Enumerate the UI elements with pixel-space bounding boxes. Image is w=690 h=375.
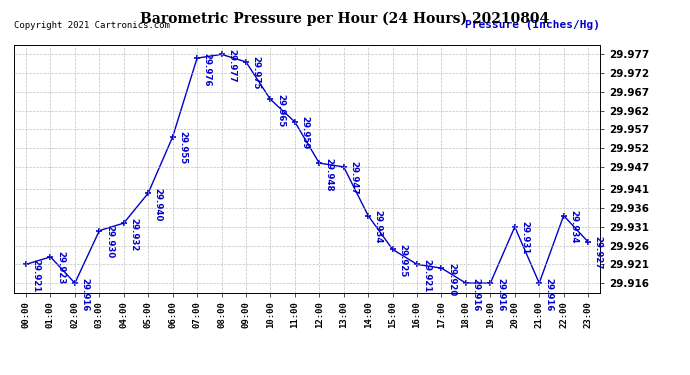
Text: Pressure (Inches/Hg): Pressure (Inches/Hg) [465, 20, 600, 30]
Text: 29.948: 29.948 [325, 158, 334, 191]
Text: 29.916: 29.916 [81, 278, 90, 311]
Text: 29.925: 29.925 [398, 244, 407, 277]
Text: 29.921: 29.921 [32, 259, 41, 292]
Text: 29.934: 29.934 [374, 210, 383, 244]
Text: 29.931: 29.931 [520, 221, 529, 255]
Text: 29.976: 29.976 [203, 53, 212, 86]
Text: 29.930: 29.930 [105, 225, 114, 258]
Text: 29.923: 29.923 [56, 251, 65, 285]
Text: 29.965: 29.965 [276, 94, 285, 127]
Text: 29.916: 29.916 [496, 278, 505, 311]
Text: 29.959: 29.959 [300, 116, 309, 150]
Text: 29.975: 29.975 [252, 56, 261, 90]
Text: 29.916: 29.916 [471, 278, 480, 311]
Text: Barometric Pressure per Hour (24 Hours) 20210804: Barometric Pressure per Hour (24 Hours) … [140, 11, 550, 26]
Text: 29.934: 29.934 [569, 210, 578, 244]
Text: 29.920: 29.920 [447, 262, 456, 296]
Text: 29.932: 29.932 [129, 217, 138, 251]
Text: Copyright 2021 Cartronics.com: Copyright 2021 Cartronics.com [14, 21, 170, 30]
Text: 29.921: 29.921 [422, 259, 431, 292]
Text: 29.955: 29.955 [178, 131, 187, 165]
Text: 29.977: 29.977 [227, 49, 236, 82]
Text: 29.940: 29.940 [154, 188, 163, 221]
Text: 29.927: 29.927 [593, 236, 602, 270]
Text: 29.947: 29.947 [349, 161, 358, 195]
Text: 29.916: 29.916 [545, 278, 554, 311]
